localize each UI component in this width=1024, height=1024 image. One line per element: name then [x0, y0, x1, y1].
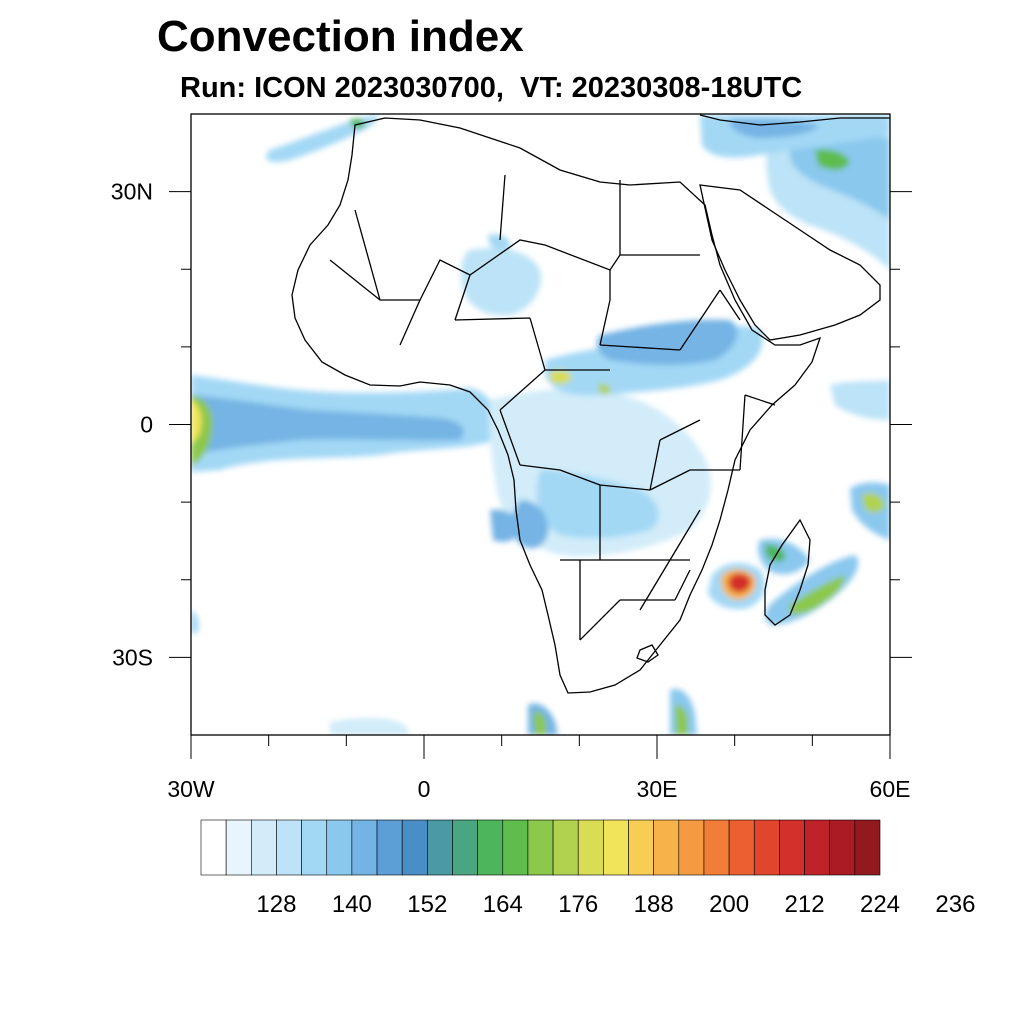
colorbar-swatch: [225, 819, 252, 876]
colorbar-swatch: [628, 819, 654, 876]
y-tick-label: 30N: [111, 179, 153, 205]
colorbar-swatch: [427, 819, 453, 876]
x-tick-label: 30E: [637, 776, 678, 802]
x-tick-label: 60E: [870, 776, 911, 802]
colorbar-swatch: [753, 819, 780, 876]
convection-area-indian-ocean: [830, 380, 890, 420]
convection-area-equatorial-atlantic-core: [191, 395, 464, 455]
colorbar-swatch: [376, 819, 403, 876]
colorbar-swatch: [276, 819, 302, 876]
colorbar-swatch: [301, 819, 328, 876]
colorbar-label: 236: [935, 891, 975, 918]
colorbar-swatch: [577, 819, 604, 876]
madagascar-coastline: [764, 518, 811, 626]
x-tick-label: 30W: [167, 776, 215, 802]
colorbar-swatch: [200, 819, 227, 876]
colorbar-swatch: [603, 819, 629, 876]
colorbar-swatch: [829, 819, 856, 876]
border-line: [354, 209, 700, 301]
colorbar-swatch: [326, 819, 353, 876]
colorbar: 128 140 152 164 176 188 200 212 224 236: [200, 819, 975, 918]
map-subtitle: Run: ICON 2023030700, VT: 20230308-18UTC: [180, 72, 803, 104]
colorbar-swatch: [351, 819, 378, 876]
coastlines-and-borders: [291, 114, 890, 694]
y-tick-label: 30S: [112, 644, 153, 670]
colorbar-swatch: [452, 819, 478, 876]
colorbar-swatch: [653, 819, 680, 876]
arabia-coastline: [699, 184, 881, 341]
africa-coastline: [291, 117, 822, 694]
colorbar-swatch: [804, 819, 831, 876]
colorbar-swatch: [401, 819, 428, 876]
colorbar-label: 140: [332, 891, 372, 918]
convection-field-layer: [191, 114, 890, 735]
colorbar-swatch: [552, 819, 579, 876]
mediterranean-north: [699, 114, 890, 126]
colorbar-swatch: [779, 819, 805, 876]
x-tick-label: 0: [418, 776, 431, 802]
convection-area-madagascar-east: [765, 555, 859, 625]
colorbar-label: 164: [483, 891, 523, 918]
lesotho-border: [636, 644, 659, 663]
convection-area-sahara: [461, 248, 541, 316]
colorbar-swatch: [502, 819, 529, 876]
colorbar-label: 212: [785, 891, 825, 918]
colorbar-swatch: [703, 819, 730, 876]
colorbar-label: 152: [407, 891, 447, 918]
colorbar-label: 200: [709, 891, 749, 918]
colorbar-swatch: [477, 819, 504, 876]
colorbar-swatch: [728, 819, 755, 876]
plot-frame: 30W 0 30E 60E 30N 0 30S: [111, 113, 912, 802]
colorbar-label: 128: [256, 891, 296, 918]
colorbar-swatch: [678, 819, 705, 876]
cyclone-core: [728, 573, 751, 593]
colorbar-swatch: [527, 819, 554, 876]
colorbar-label: 224: [860, 891, 900, 918]
colorbar-swatch: [250, 819, 277, 876]
colorbar-label: 176: [558, 891, 598, 918]
colorbar-swatch: [854, 819, 881, 876]
y-tick-label: 0: [140, 412, 153, 438]
colorbar-label: 188: [634, 891, 674, 918]
map-title: Convection index: [157, 12, 524, 61]
